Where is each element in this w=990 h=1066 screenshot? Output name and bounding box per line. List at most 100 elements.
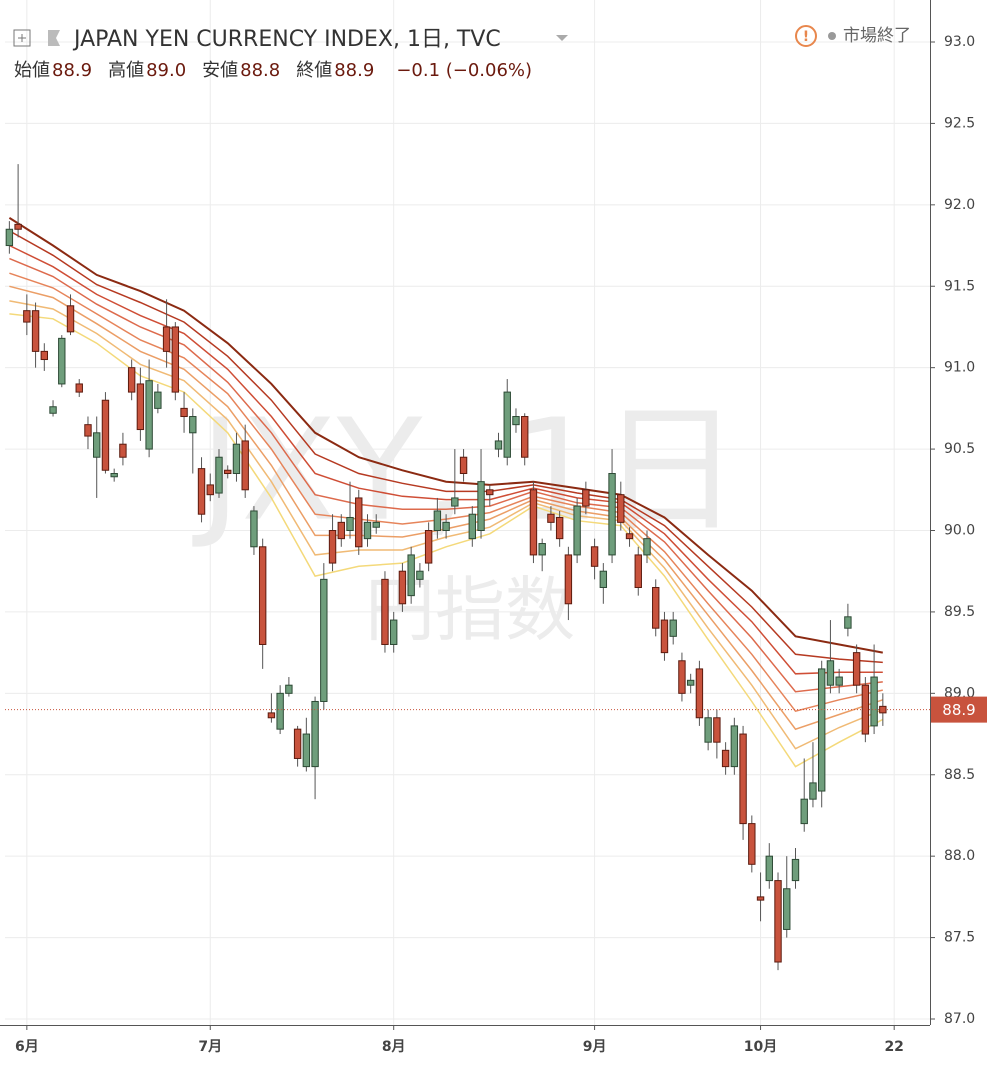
candle-body [416,570,424,580]
candle-body [66,305,75,333]
x-tick-label: 7月 [198,1039,222,1055]
candle-body [302,733,311,768]
candle-body [739,733,747,825]
candle-body [40,350,49,361]
y-tick-label: 88.0 [944,848,975,864]
candle-body [617,494,625,523]
candle-body [258,546,267,645]
candle-body [363,521,372,540]
candle-body [206,484,214,496]
candle-body [555,516,564,540]
candle-body [477,481,485,531]
candle-body [433,510,442,531]
dropdown-icon[interactable] [556,35,568,41]
candle-body [180,407,188,418]
candle-body [355,497,363,548]
candle-body [311,700,319,768]
candle-body [765,855,773,882]
candle-body [625,533,634,540]
x-tick-label: 22 [884,1039,903,1055]
candle-body [75,383,83,393]
candle-body [879,705,887,714]
y-tick-label: 88.5 [944,767,975,783]
candle-body [512,416,520,426]
chart-title: JAPAN YEN CURRENCY INDEX, 1日, TVC [72,27,501,52]
candle-body [870,676,878,727]
candle-body [468,513,477,540]
ohlc-value: 88.9 [52,60,92,81]
candle-body [835,676,843,686]
candle-body [389,619,398,645]
candle-body [23,310,31,323]
candle-body [678,660,686,694]
candle-body [817,668,826,792]
market-status: 市場終了 [843,26,911,46]
ohlc-label: 安値 [202,60,238,81]
last-price-label: 88.9 [942,701,975,719]
grid [5,0,930,1025]
candle-body [346,516,354,531]
y-tick-label: 92.0 [944,197,975,213]
candle-body [852,652,861,686]
expand-icon[interactable] [13,29,31,47]
candle-body [381,578,389,645]
candle-body [861,684,870,735]
x-tick-label: 6月 [15,1039,39,1055]
axes: 87.0 87.5 88.0 88.5 89.0 89.5 90.0 90.5 91.0 91.5… [15,34,987,1055]
ohlc-label: 高値 [108,60,144,81]
candle-body [844,616,852,629]
candle-body [783,888,791,930]
candle-body [241,440,249,491]
candle-body [215,456,223,494]
y-tick-label: 90.0 [944,523,975,539]
candle-body [826,660,835,686]
y-tick-label: 93.0 [944,34,975,50]
candle-body [529,489,538,556]
candle-body [643,538,651,556]
y-tick-label: 87.0 [944,1011,975,1027]
candle-body [189,416,197,434]
x-tick-label: 9月 [583,1039,607,1055]
candle-body [407,554,415,597]
candle-body [267,712,276,719]
candle-body [800,798,808,825]
candle-body [171,326,180,393]
candle-body [669,619,677,637]
candle-body [276,692,284,730]
candle-body [101,399,110,471]
header: JAPAN YEN CURRENCY INDEX, 1日, TVC ! 市場終了… [13,25,911,81]
ohlc-change: −0.1 (−0.06%) [396,60,532,81]
ribbon-line [9,313,884,768]
candle-body [398,570,407,605]
candle-body [285,684,293,694]
ribbon-line [9,257,883,693]
candle-body [503,391,511,458]
flag-icon [48,30,60,46]
candle-body [599,570,608,588]
ribbon-line [8,217,883,654]
candle-body [564,554,573,605]
y-tick-label: 89.5 [944,604,975,620]
candle-body [145,380,153,450]
alert-icon[interactable] [795,25,817,47]
ribbon-line [9,230,883,664]
status-dot [828,32,836,40]
candle-body [486,489,494,496]
candle-body [337,521,345,540]
candle-body [756,896,765,901]
candle-body [442,521,450,532]
candle-body [328,530,337,564]
ohlc-value: 88.8 [240,60,280,81]
candle-body [713,717,721,743]
candle-body [494,440,503,450]
candle-body [136,383,145,431]
ohlc-label: 始値 [14,60,50,81]
candle-body [582,489,590,507]
y-tick-label: 91.0 [944,360,975,376]
ohlc-value: 88.9 [334,60,374,81]
candle-body [197,468,206,515]
ohlc-value: 89.0 [146,60,186,81]
candle-body [232,443,241,475]
